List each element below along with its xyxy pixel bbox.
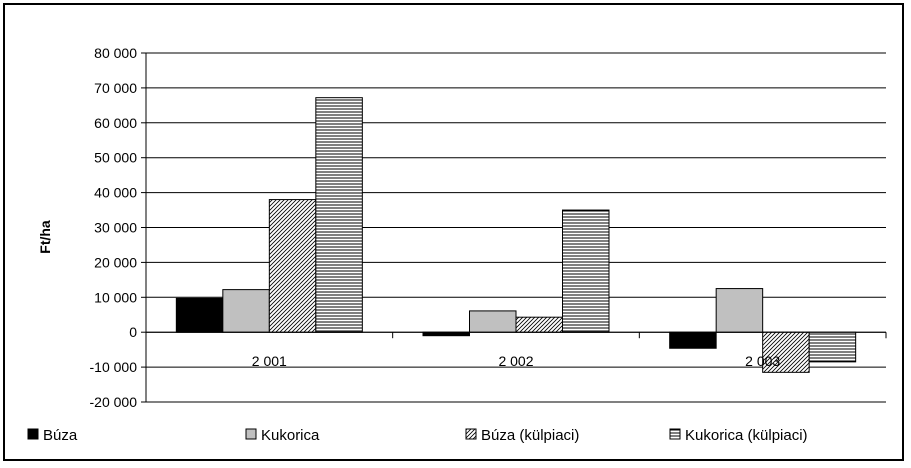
legend: Búza Kukorica Búza (külpiaci) Kukorica (kül…: [27, 427, 808, 444]
x-tick-labels: 2 001 2 002 2 003: [252, 353, 781, 369]
legend-label: Kukorica: [261, 427, 320, 444]
legend-swatch: [27, 428, 39, 440]
bar-kukorica-0: [222, 289, 270, 333]
y-tick-label: -20 000: [90, 394, 138, 410]
bar-b-za-0: [175, 297, 224, 333]
bar-kukorica-k-lpiaci--0: [315, 97, 363, 333]
x-tick-label: 2 003: [745, 353, 780, 369]
legend-swatch: [245, 428, 257, 440]
chart-frame: [3, 3, 904, 461]
legend-label: Búza (külpiaci): [481, 427, 579, 444]
axes: [145, 53, 887, 402]
y-tick-labels: 80 000 70 000 60 000 50 000 40 000 30 000 20 0…: [90, 45, 138, 410]
bars: [175, 97, 857, 373]
y-tick-label: -10 000: [90, 359, 138, 375]
bar-kukorica-k-lpiaci--2: [808, 331, 857, 363]
y-tick-label: 60 000: [94, 115, 137, 131]
y-tick-label: 20 000: [94, 254, 137, 270]
bar-kukorica-2: [715, 288, 764, 333]
y-tick-label: 0: [129, 324, 137, 340]
y-tick-label: 70 000: [94, 80, 137, 96]
legend-item: Kukorica (külpiaci): [669, 427, 808, 444]
bar-kukorica-k-lpiaci--1: [562, 209, 610, 333]
y-axis-label: Ft/ha: [37, 220, 53, 254]
y-tick-label: 50 000: [94, 150, 137, 166]
y-tick-label: 80 000: [94, 45, 137, 61]
bar-b-za-k-lpiaci--1: [515, 316, 563, 333]
legend-item: Búza: [27, 427, 78, 444]
bar-b-za-1: [422, 331, 470, 337]
bar-kukorica-1: [469, 310, 517, 333]
x-tick-label: 2 002: [498, 353, 533, 369]
bar-b-za-2: [669, 331, 717, 349]
legend-label: Búza: [43, 427, 78, 444]
y-tick-label: 40 000: [94, 185, 137, 201]
legend-item: Búza (külpiaci): [465, 427, 579, 444]
legend-swatch: [465, 428, 477, 440]
y-tick-label: 10 000: [94, 289, 137, 305]
x-tick-label: 2 001: [252, 353, 287, 369]
y-tick-label: 30 000: [94, 220, 137, 236]
bar-b-za-k-lpiaci--0: [268, 199, 317, 333]
legend-item: Kukorica: [245, 427, 320, 444]
legend-label: Kukorica (külpiaci): [685, 427, 808, 444]
legend-swatch: [669, 428, 681, 440]
